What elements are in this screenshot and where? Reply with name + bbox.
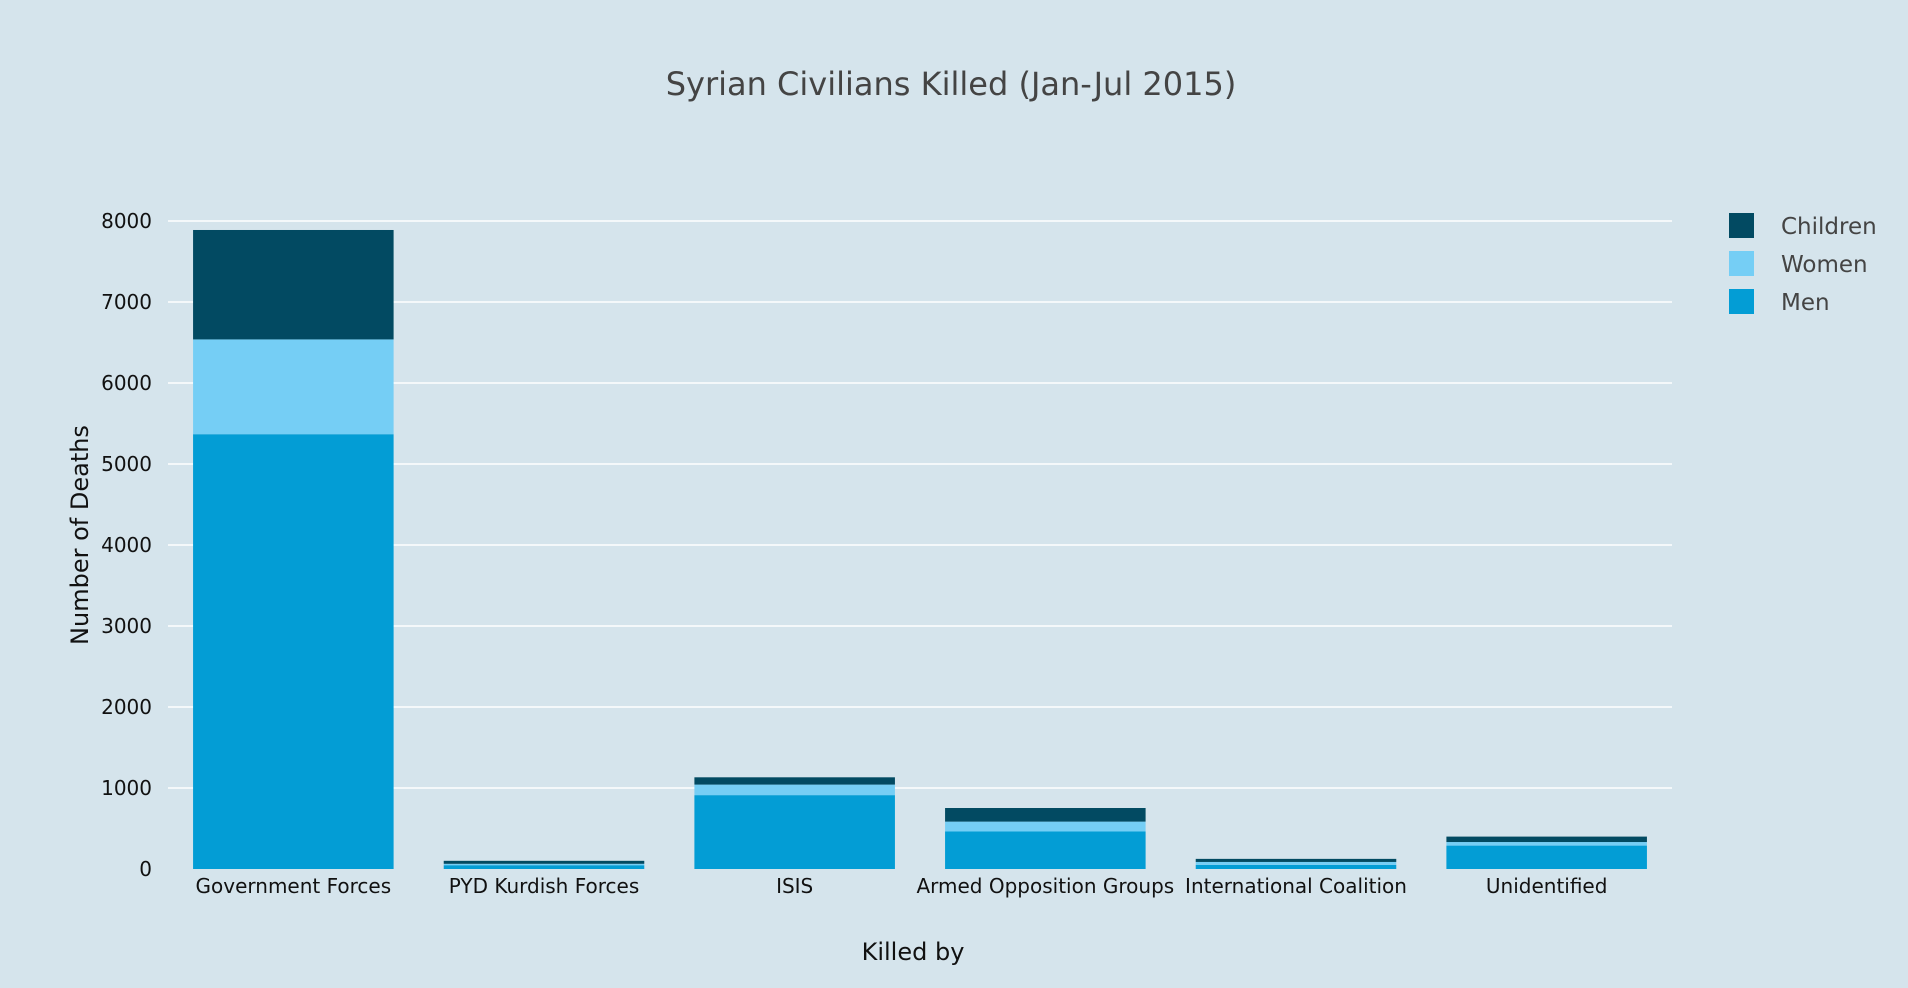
y-axis-ticks: 0 1000 2000 3000 4000 5000 6000 7000 8000 [101, 209, 152, 881]
y-tick-label: 4000 [101, 533, 152, 557]
bar-men-3[interactable] [945, 831, 1146, 869]
gridlines [168, 220, 1672, 789]
bar-women-0[interactable] [193, 339, 394, 435]
bar-men-0[interactable] [193, 434, 394, 869]
bar-women-4[interactable] [1195, 861, 1397, 865]
legend-label: Women [1781, 252, 1868, 278]
bar-men-5[interactable] [1446, 845, 1647, 869]
y-tick-label: 5000 [101, 452, 152, 476]
bar-men-4[interactable] [1195, 864, 1397, 869]
legend-item-women[interactable]: Women [1729, 251, 1868, 278]
bar-women-1[interactable] [443, 863, 645, 866]
x-tick-label: International Coalition [1185, 874, 1407, 898]
x-tick-label: Armed Opposition Groups [916, 874, 1174, 898]
y-tick-label: 0 [139, 857, 152, 881]
x-tick-label: ISIS [776, 874, 813, 898]
y-tick-label: 3000 [101, 614, 152, 638]
legend-swatch [1729, 213, 1754, 238]
bar-children-0[interactable] [193, 229, 394, 340]
y-tick-label: 8000 [101, 209, 152, 233]
bar-women-5[interactable] [1446, 842, 1647, 846]
x-tick-label: PYD Kurdish Forces [449, 874, 640, 898]
bar-children-5[interactable] [1446, 836, 1647, 843]
bar-women-2[interactable] [694, 784, 895, 796]
x-tick-label: Government Forces [196, 874, 392, 898]
bar-children-4[interactable] [1195, 858, 1397, 862]
x-axis-title: Killed by [862, 938, 965, 966]
legend-label: Men [1781, 290, 1830, 316]
y-tick-label: 2000 [101, 695, 152, 719]
y-tick-label: 1000 [101, 776, 152, 800]
x-tick-label: Unidentified [1486, 874, 1608, 898]
legend-item-children[interactable]: Children [1729, 213, 1877, 240]
y-axis-title: Number of Deaths [66, 425, 94, 645]
bar-men-2[interactable] [694, 795, 895, 869]
y-tick-label: 7000 [101, 290, 152, 314]
bar-women-3[interactable] [945, 821, 1146, 832]
y-tick-label: 6000 [101, 371, 152, 395]
legend-swatch [1729, 251, 1754, 276]
legend-label: Children [1781, 214, 1877, 240]
bar-children-3[interactable] [945, 808, 1146, 822]
x-axis-ticks: Government Forces PYD Kurdish Forces ISIS A… [196, 874, 1608, 898]
legend[interactable]: Children Women Men [1729, 213, 1877, 316]
bar-men-1[interactable] [443, 865, 645, 869]
bars [193, 229, 1647, 869]
bar-children-1[interactable] [443, 860, 645, 864]
legend-swatch [1729, 289, 1754, 314]
bar-children-2[interactable] [694, 777, 895, 785]
chart-title: Syrian Civilians Killed (Jan-Jul 2015) [666, 65, 1237, 103]
legend-item-men[interactable]: Men [1729, 289, 1830, 316]
